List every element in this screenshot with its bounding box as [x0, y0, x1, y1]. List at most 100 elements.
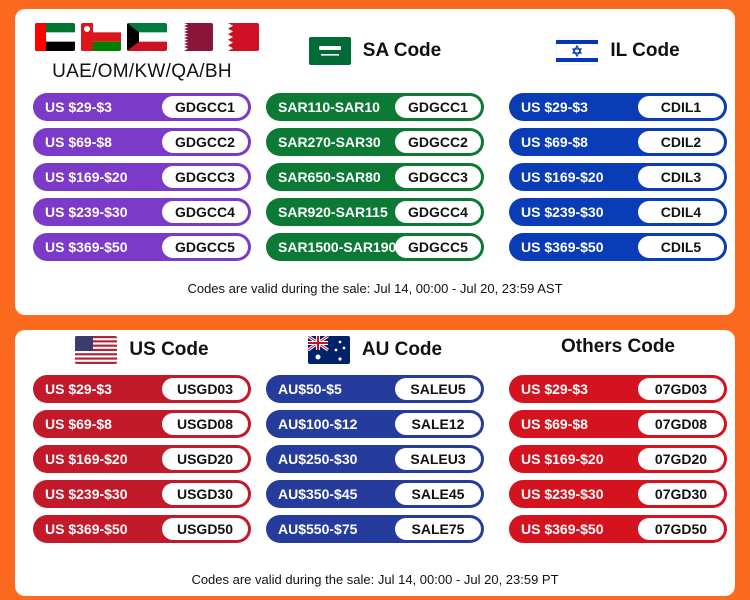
gulf-il-codes-card: UAE/OM/KW/QA/BH US $29-$3 GDGCC1 US $69-$…	[15, 9, 735, 315]
code-pill[interactable]: AU$100-$12 SALE12	[266, 410, 484, 438]
discount-amount: AU$550-$75	[278, 521, 358, 537]
promo-code[interactable]: CDIL5	[638, 236, 724, 258]
code-pill[interactable]: US $69-$8 GDGCC2	[33, 128, 251, 156]
region-il: IL Code US $29-$3 CDIL1 US $69-$8 CDIL2 US…	[509, 9, 727, 268]
discount-amount: SAR270-SAR30	[278, 134, 381, 150]
code-pill[interactable]: US $69-$8 USGD08	[33, 410, 251, 438]
code-pill[interactable]: US $369-$50 USGD50	[33, 515, 251, 543]
code-pill[interactable]: US $169-$20 07GD20	[509, 445, 727, 473]
discount-amount: US $239-$30	[521, 204, 604, 220]
discount-amount: US $169-$20	[45, 451, 128, 467]
us-flag-icon	[75, 336, 118, 364]
promo-code[interactable]: GDGCC3	[395, 166, 481, 188]
promo-code[interactable]: 07GD50	[638, 518, 724, 540]
discount-amount: AU$50-$5	[278, 381, 342, 397]
code-pill[interactable]: US $69-$8 07GD08	[509, 410, 727, 438]
promo-code[interactable]: GDGCC1	[162, 96, 248, 118]
promo-code[interactable]: CDIL1	[638, 96, 724, 118]
promo-code[interactable]: 07GD20	[638, 448, 724, 470]
promo-code[interactable]: GDGCC5	[162, 236, 248, 258]
promo-code[interactable]: SALE12	[395, 413, 481, 435]
code-pill[interactable]: US $29-$3 GDGCC1	[33, 93, 251, 121]
code-pill[interactable]: US $239-$30 CDIL4	[509, 198, 727, 226]
discount-amount: US $369-$50	[45, 521, 128, 537]
promo-code[interactable]: USGD30	[162, 483, 248, 505]
promo-code[interactable]: 07GD08	[638, 413, 724, 435]
region-header: Others Code	[509, 330, 727, 375]
region-title-row: US Code	[33, 336, 251, 364]
region-header: IL Code	[509, 9, 727, 93]
region-title: US Code	[129, 339, 209, 360]
code-pill[interactable]: AU$550-$75 SALE75	[266, 515, 484, 543]
promo-code[interactable]: GDGCC4	[395, 201, 481, 223]
code-pill[interactable]: US $169-$20 CDIL3	[509, 163, 727, 191]
discount-amount: AU$350-$45	[278, 486, 358, 502]
code-pill[interactable]: US $369-$50 GDGCC5	[33, 233, 251, 261]
discount-amount: AU$100-$12	[278, 416, 358, 432]
promo-code[interactable]: CDIL3	[638, 166, 724, 188]
discount-amount: US $239-$30	[521, 486, 604, 502]
promo-code[interactable]: SALEU5	[395, 378, 481, 400]
code-pill[interactable]: US $239-$30 07GD30	[509, 480, 727, 508]
discount-amount: US $169-$20	[45, 169, 128, 185]
code-pill[interactable]: US $369-$50 CDIL5	[509, 233, 727, 261]
code-pill[interactable]: US $29-$3 CDIL1	[509, 93, 727, 121]
code-pill[interactable]: SAR1500-SAR190 GDGCC5	[266, 233, 484, 261]
code-pill[interactable]: SAR110-SAR10 GDGCC1	[266, 93, 484, 121]
region-title: AU Code	[361, 339, 443, 360]
oman-flag-icon	[81, 23, 121, 51]
promo-code[interactable]: USGD03	[162, 378, 248, 400]
code-pill[interactable]: SAR270-SAR30 GDGCC2	[266, 128, 484, 156]
promo-code[interactable]: 07GD30	[638, 483, 724, 505]
code-pill[interactable]: US $29-$3 USGD03	[33, 375, 251, 403]
kuwait-flag-icon	[127, 23, 167, 51]
promo-code[interactable]: USGD20	[162, 448, 248, 470]
code-pill[interactable]: US $369-$50 07GD50	[509, 515, 727, 543]
flag-row	[35, 23, 259, 51]
discount-amount: SAR650-SAR80	[278, 169, 381, 185]
region-title-row: AU Code	[266, 336, 484, 364]
region-title-row: SA Code	[266, 37, 484, 65]
saudi-flag-icon	[308, 37, 351, 65]
promo-code[interactable]: SALE45	[395, 483, 481, 505]
discount-amount: US $69-$8	[45, 416, 112, 432]
code-pill[interactable]: AU$50-$5 SALEU5	[266, 375, 484, 403]
region-title-row: IL Code	[509, 37, 727, 65]
code-pill[interactable]: US $239-$30 GDGCC4	[33, 198, 251, 226]
code-pill[interactable]: US $239-$30 USGD30	[33, 480, 251, 508]
promo-code[interactable]: CDIL2	[638, 131, 724, 153]
promo-code[interactable]: CDIL4	[638, 201, 724, 223]
promo-code[interactable]: GDGCC2	[395, 131, 481, 153]
code-pill[interactable]: US $169-$20 GDGCC3	[33, 163, 251, 191]
code-pill[interactable]: US $29-$3 07GD03	[509, 375, 727, 403]
promo-code[interactable]: GDGCC1	[395, 96, 481, 118]
promo-code[interactable]: SALEU3	[395, 448, 481, 470]
uae-flag-icon	[35, 23, 75, 51]
promo-code[interactable]: USGD50	[162, 518, 248, 540]
promo-code[interactable]: GDGCC4	[162, 201, 248, 223]
code-list: US $29-$3 USGD03 US $69-$8 USGD08 US $169-…	[33, 375, 251, 543]
region-title: IL Code	[610, 40, 680, 61]
promo-code[interactable]: GDGCC3	[162, 166, 248, 188]
code-pill[interactable]: SAR650-SAR80 GDGCC3	[266, 163, 484, 191]
code-pill[interactable]: US $169-$20 USGD20	[33, 445, 251, 473]
region-others: Others Code US $29-$3 07GD03 US $69-$8 07G…	[509, 330, 727, 550]
promo-code[interactable]: GDGCC2	[162, 131, 248, 153]
bahrain-flag-icon	[219, 23, 259, 51]
code-pill[interactable]: AU$350-$45 SALE45	[266, 480, 484, 508]
region-header: SA Code	[266, 9, 484, 93]
promo-code[interactable]: 07GD03	[638, 378, 724, 400]
promo-code[interactable]: SALE75	[395, 518, 481, 540]
code-pill[interactable]: SAR920-SAR115 GDGCC4	[266, 198, 484, 226]
discount-amount: US $169-$20	[521, 451, 604, 467]
promo-code[interactable]: GDGCC5	[395, 236, 481, 258]
code-list: AU$50-$5 SALEU5 AU$100-$12 SALE12 AU$250-$…	[266, 375, 484, 543]
code-pill[interactable]: AU$250-$30 SALEU3	[266, 445, 484, 473]
discount-amount: US $169-$20	[521, 169, 604, 185]
code-list: US $29-$3 07GD03 US $69-$8 07GD08 US $169-…	[509, 375, 727, 543]
validity-note: Codes are valid during the sale: Jul 14,…	[191, 572, 559, 587]
israel-flag-icon	[556, 37, 599, 65]
code-pill[interactable]: US $69-$8 CDIL2	[509, 128, 727, 156]
discount-amount: US $69-$8	[45, 134, 112, 150]
promo-code[interactable]: USGD08	[162, 413, 248, 435]
